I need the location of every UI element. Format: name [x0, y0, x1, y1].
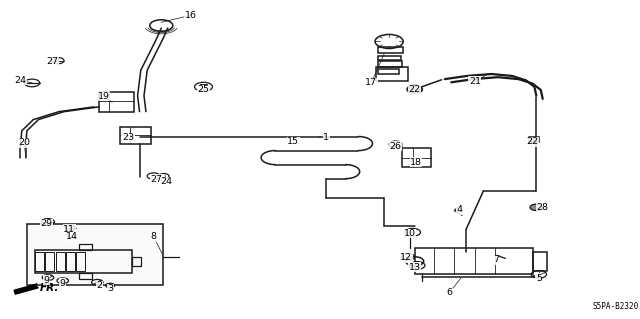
Text: 3: 3: [107, 284, 113, 293]
Text: 25: 25: [198, 85, 209, 94]
Bar: [35, 250, 132, 273]
Bar: [378, 61, 402, 67]
Text: 12: 12: [401, 253, 412, 262]
Text: 6: 6: [446, 288, 452, 297]
Text: 1: 1: [323, 133, 330, 142]
Text: 9: 9: [43, 276, 49, 285]
Text: 4: 4: [456, 205, 463, 214]
Text: 13: 13: [409, 263, 420, 272]
Text: 22: 22: [527, 137, 538, 146]
Bar: [378, 69, 399, 74]
Bar: [132, 257, 141, 266]
Bar: [402, 148, 431, 167]
Text: 26: 26: [390, 142, 401, 151]
Text: 24: 24: [161, 177, 172, 186]
Bar: [99, 92, 134, 112]
Bar: [376, 67, 408, 81]
Bar: [66, 252, 75, 271]
Text: 10: 10: [404, 229, 415, 238]
Text: 22: 22: [409, 85, 420, 94]
Text: 17: 17: [365, 78, 377, 87]
Text: FR.: FR.: [40, 283, 59, 293]
Text: 9: 9: [60, 279, 66, 288]
Bar: [378, 56, 401, 60]
Text: 8: 8: [150, 232, 157, 241]
Text: 21: 21: [469, 77, 481, 86]
Text: 27: 27: [47, 57, 58, 66]
Text: S5PA-B2320: S5PA-B2320: [593, 302, 639, 311]
Bar: [56, 252, 65, 271]
Text: 11: 11: [63, 225, 75, 234]
Bar: [45, 252, 54, 271]
Text: 16: 16: [185, 11, 196, 20]
Bar: [120, 127, 151, 144]
Circle shape: [407, 85, 422, 93]
Text: 7: 7: [493, 256, 499, 264]
Text: 15: 15: [287, 137, 299, 146]
Text: 2: 2: [96, 281, 102, 290]
Bar: [76, 252, 85, 271]
Text: 19: 19: [98, 92, 109, 101]
Bar: [378, 47, 403, 53]
Text: 14: 14: [66, 232, 77, 241]
Bar: [79, 244, 92, 250]
Text: 28: 28: [537, 204, 548, 212]
Text: 20: 20: [19, 138, 30, 147]
Text: 27: 27: [150, 175, 162, 184]
Bar: [529, 137, 539, 142]
Bar: [27, 224, 163, 285]
Text: 29: 29: [40, 219, 52, 228]
Bar: [79, 273, 92, 279]
Bar: [415, 248, 533, 274]
Text: 5: 5: [536, 274, 542, 283]
Text: 23: 23: [122, 133, 134, 142]
Bar: [533, 252, 547, 271]
Text: 18: 18: [410, 158, 422, 167]
Circle shape: [530, 204, 543, 211]
Polygon shape: [14, 284, 38, 294]
Text: 24: 24: [15, 76, 26, 85]
Bar: [35, 252, 44, 271]
